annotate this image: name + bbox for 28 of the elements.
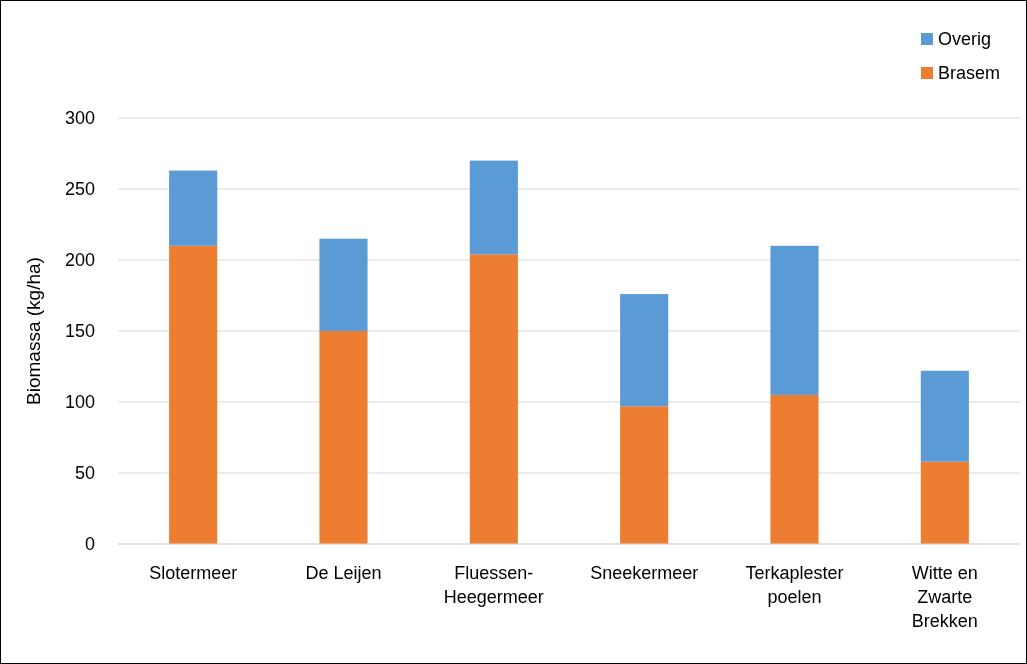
bar (469, 254, 518, 544)
bar (319, 238, 368, 331)
bar (469, 160, 518, 255)
bar (770, 245, 819, 395)
bar (920, 461, 969, 544)
legend-label: Overig (938, 29, 992, 50)
bar (620, 294, 669, 407)
bar (920, 370, 969, 462)
y-tick-label: 50 (74, 463, 95, 484)
bar (169, 245, 218, 544)
x-tick-label: Witte en Zwarte Brekken (911, 563, 978, 631)
x-tick-label: Terkaplester poelen (745, 563, 844, 607)
x-tick-label: Fluessen-Heegermeer (443, 563, 544, 607)
y-tick-label: 200 (64, 250, 95, 271)
bar (169, 170, 218, 246)
y-tick-label: 100 (64, 392, 95, 413)
x-tick-label: Sneekermeer (590, 563, 699, 583)
bar (319, 331, 368, 544)
x-tick-label: Slotermeer (149, 563, 238, 583)
bar (770, 394, 819, 544)
legend-label: Brasem (938, 63, 1001, 84)
y-tick-label: 300 (64, 108, 95, 129)
y-tick-label: 250 (64, 179, 95, 200)
y-axis-title: Biomassa (kg/ha) (23, 257, 44, 405)
y-tick-label: 150 (64, 321, 95, 342)
x-tick-label: De Leijen (305, 563, 382, 583)
y-tick-label: 0 (84, 534, 95, 555)
bar (620, 406, 669, 544)
